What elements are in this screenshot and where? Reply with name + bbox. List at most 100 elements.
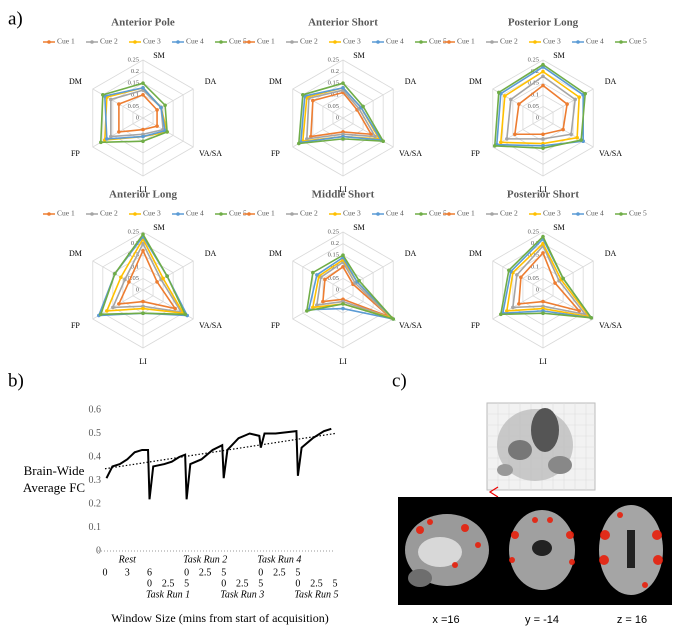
series-line bbox=[505, 242, 592, 318]
legend-label: Cue 2 bbox=[100, 209, 118, 218]
x-tick-label: 5 bbox=[333, 578, 338, 589]
series-line bbox=[105, 427, 332, 500]
r-tick-label: 0.15 bbox=[528, 252, 539, 259]
spoke bbox=[542, 260, 594, 291]
r-tick-label: 0.25 bbox=[328, 228, 339, 235]
point bbox=[541, 74, 545, 79]
r-tick-label: 0.1 bbox=[131, 91, 139, 98]
r-tick-label: 0.15 bbox=[128, 80, 139, 87]
legend-marker bbox=[247, 212, 251, 216]
point bbox=[311, 305, 315, 310]
point bbox=[141, 127, 145, 132]
point bbox=[109, 97, 113, 102]
point bbox=[155, 108, 159, 112]
point bbox=[323, 277, 327, 282]
legend-marker bbox=[419, 212, 423, 216]
panel-label: b) bbox=[8, 370, 24, 391]
r-tick-label: 0.05 bbox=[128, 103, 139, 110]
point bbox=[496, 90, 501, 95]
category-label: SM bbox=[153, 223, 165, 232]
x-tick-label: 0 bbox=[147, 578, 152, 589]
category-label: VA/SA bbox=[199, 321, 222, 330]
x-tick-label: 2.5 bbox=[162, 578, 175, 589]
chart-title: Posterior Short bbox=[507, 189, 580, 201]
legend-label: Cue 2 bbox=[300, 37, 318, 46]
point bbox=[541, 83, 545, 88]
legend-label: Cue 5 bbox=[429, 37, 447, 46]
point bbox=[341, 81, 345, 85]
category-label: FP bbox=[271, 149, 280, 158]
x-tick-label: 0 bbox=[258, 567, 263, 578]
category-label: FP bbox=[71, 321, 80, 330]
point bbox=[503, 94, 507, 98]
y-tick-label: 0.2 bbox=[89, 498, 102, 509]
spoke bbox=[92, 260, 144, 291]
r-tick-label: 0 bbox=[536, 114, 539, 121]
legend-marker bbox=[290, 212, 294, 216]
point bbox=[163, 103, 167, 108]
r-tick-label: 0.25 bbox=[128, 228, 139, 235]
point bbox=[492, 144, 497, 148]
chart-title: Posterior Long bbox=[508, 17, 579, 29]
r-tick-label: 0.05 bbox=[328, 103, 339, 110]
legend-marker bbox=[490, 40, 494, 44]
category-label: DA bbox=[405, 77, 417, 86]
x-tick-label: 2.5 bbox=[199, 567, 212, 578]
point bbox=[101, 93, 105, 97]
point bbox=[311, 98, 315, 103]
category-label: DA bbox=[205, 249, 217, 258]
segment-label: Task Run 2 bbox=[183, 554, 227, 565]
r-tick-label: 0 bbox=[336, 286, 339, 293]
r-tick-label: 0.05 bbox=[528, 275, 539, 282]
category-label: LI bbox=[539, 357, 547, 366]
x-tick-label: 0 bbox=[221, 578, 226, 589]
point bbox=[505, 137, 509, 141]
point bbox=[99, 140, 103, 145]
category-label: SM bbox=[153, 51, 165, 60]
legend-label: Cue 1 bbox=[457, 209, 475, 218]
point bbox=[583, 91, 587, 96]
chart-title: Anterior Short bbox=[308, 17, 378, 29]
panel-label: c) bbox=[392, 370, 407, 391]
legend-label: Cue 4 bbox=[186, 37, 204, 46]
point bbox=[141, 134, 145, 139]
legend-label: Cue 5 bbox=[629, 37, 647, 46]
point bbox=[505, 309, 509, 313]
category-label: DM bbox=[69, 77, 82, 86]
r-tick-label: 0 bbox=[136, 286, 139, 293]
r-tick-label: 0.25 bbox=[528, 56, 539, 63]
legend-marker bbox=[219, 212, 223, 216]
category-label: SM bbox=[553, 51, 565, 60]
point bbox=[341, 253, 345, 257]
legend-label: Cue 5 bbox=[629, 209, 647, 218]
category-label: SM bbox=[353, 223, 365, 232]
r-tick-label: 0.2 bbox=[331, 240, 339, 247]
point bbox=[541, 146, 545, 150]
chart-title: Anterior Long bbox=[109, 189, 177, 201]
category-label: LI bbox=[139, 185, 147, 194]
spoke bbox=[342, 117, 394, 148]
legend-marker bbox=[333, 40, 337, 44]
legend-label: Cue 2 bbox=[500, 209, 518, 218]
glass-brain bbox=[486, 402, 596, 498]
point bbox=[99, 312, 103, 317]
y-tick-label: 0.5 bbox=[89, 428, 102, 439]
legend-marker bbox=[533, 40, 537, 44]
slice-label: z = 16 bbox=[617, 614, 647, 626]
point bbox=[541, 137, 545, 141]
point bbox=[173, 306, 177, 311]
category-label: FP bbox=[71, 149, 80, 158]
segment-label: Task Run 4 bbox=[257, 554, 301, 565]
legend-marker bbox=[576, 40, 580, 44]
point bbox=[589, 316, 594, 320]
legend-marker bbox=[219, 40, 223, 44]
spoke bbox=[142, 88, 194, 119]
legend-marker bbox=[176, 40, 180, 44]
point bbox=[141, 81, 145, 85]
category-label: LI bbox=[139, 357, 147, 366]
x-axis-label: Window Size (mins from start of acquisit… bbox=[111, 611, 328, 625]
r-tick-label: 0 bbox=[336, 114, 339, 121]
legend-label: Cue 1 bbox=[457, 37, 475, 46]
point bbox=[159, 105, 163, 110]
point bbox=[305, 309, 309, 313]
